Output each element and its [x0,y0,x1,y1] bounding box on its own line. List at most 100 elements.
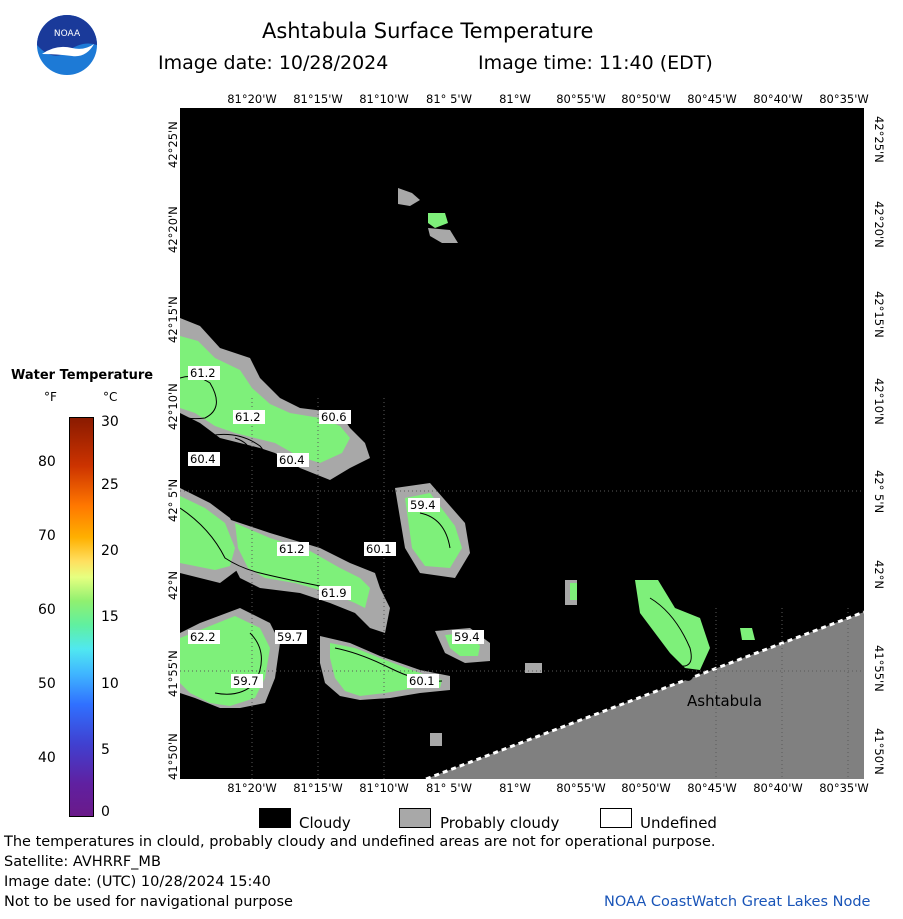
lon-label-top: 80°45'W [687,92,737,106]
undefined-label: Undefined [640,814,717,832]
tick-f: 60 [38,602,56,618]
tick-c: 20 [101,543,119,559]
lat-label-right: 41°50'N [872,728,886,775]
svg-text:62.2: 62.2 [190,630,216,644]
temp-label: 59.7 [275,630,307,644]
lat-label-left: 42°20'N [166,206,180,253]
lon-label-top: 81°W [499,92,531,106]
tick-f: 80 [38,454,56,470]
temp-label: 60.4 [277,453,309,467]
lon-label-top: 81°20'W [227,92,277,106]
temperature-map: 61.2 61.2 60.6 60.4 60.4 59.4 61.2 60.1 … [180,108,864,779]
lon-label-bottom: 81°20'W [227,781,277,795]
lat-label-right: 42°20'N [872,201,886,248]
tick-f: 50 [38,676,56,692]
svg-text:60.1: 60.1 [366,542,392,556]
legend-unit-c: °C [103,390,118,404]
tick-f: 70 [38,528,56,544]
temp-label: 60.1 [407,674,439,688]
image-date: Image date: 10/28/2024 [158,52,389,74]
temp-label: 59.4 [408,498,440,512]
lat-label-left: 42°25'N [166,121,180,168]
tick-f: 40 [38,750,56,766]
lat-label-left: 41°50'N [166,733,180,780]
legend-unit-f: °F [44,390,57,404]
svg-text:59.7: 59.7 [277,630,303,644]
temp-label: 59.7 [231,674,263,688]
ashtabula-label: Ashtabula [687,692,762,710]
lon-label-top: 81°15'W [293,92,343,106]
footer-credit: NOAA CoastWatch Great Lakes Node [604,894,871,910]
lon-label-top: 80°55'W [556,92,606,106]
lon-label-top: 81° 5'W [426,92,472,106]
image-time: Image time: 11:40 (EDT) [478,52,713,74]
footer-disclaimer: The temperatures in clould, probably clo… [4,834,716,850]
lon-label-top: 80°50'W [621,92,671,106]
cloudy-label: Cloudy [299,814,351,832]
lon-label-bottom: 81°15'W [293,781,343,795]
lat-label-right: 42° 5'N [872,470,886,514]
lat-label-right: 42°N [872,560,886,589]
shoreline [425,610,864,779]
lat-label-right: 42°15'N [872,291,886,338]
svg-text:61.9: 61.9 [321,586,347,600]
temp-label: 60.6 [319,410,351,424]
color-bar [69,417,94,817]
temp-label: 60.4 [188,452,220,466]
lon-label-top: 81°10'W [359,92,409,106]
lat-label-right: 42°10'N [872,378,886,425]
tick-c: 15 [101,609,119,625]
temp-label: 60.1 [364,542,396,556]
tick-c: 5 [101,742,110,758]
lon-label-bottom: 81°10'W [359,781,409,795]
temp-label: 59.4 [452,630,484,644]
probably-cloudy-label: Probably cloudy [440,814,560,832]
lon-label-bottom: 80°35'W [819,781,869,795]
noaa-logo: NOAA [36,14,98,76]
lon-label-bottom: 80°55'W [556,781,606,795]
tick-c: 0 [101,804,110,820]
svg-text:61.2: 61.2 [235,410,261,424]
lon-label-bottom: 80°40'W [753,781,803,795]
temperature-labels: 61.2 61.2 60.6 60.4 60.4 59.4 61.2 60.1 … [188,366,484,688]
ashtabula-marker [683,671,693,681]
lat-label-right: 41°55'N [872,645,886,692]
temp-label: 62.2 [188,630,220,644]
legend-title: Water Temperature [11,368,154,383]
svg-text:59.4: 59.4 [454,630,480,644]
svg-text:60.1: 60.1 [409,674,435,688]
lat-label-right: 42°25'N [872,116,886,163]
svg-text:59.7: 59.7 [233,674,259,688]
svg-text:60.4: 60.4 [190,452,216,466]
temp-label: 61.9 [319,586,351,600]
svg-text:60.4: 60.4 [279,453,305,467]
undefined-swatch [600,808,632,828]
svg-text:60.6: 60.6 [321,410,347,424]
lat-label-left: 42°15'N [166,296,180,343]
tick-c: 30 [101,414,119,430]
page-title: Ashtabula Surface Temperature [262,19,594,43]
temp-label: 61.2 [277,542,309,556]
lon-label-bottom: 81°W [499,781,531,795]
temp-label: 61.2 [233,410,265,424]
cloudy-swatch [259,808,291,828]
footer-navigation-warning: Not to be used for navigational purpose [4,894,293,910]
lat-label-left: 42°10'N [166,383,180,430]
temp-label: 61.2 [188,366,220,380]
lon-label-top: 80°40'W [753,92,803,106]
tick-c: 25 [101,477,119,493]
svg-text:61.2: 61.2 [279,542,305,556]
svg-text:59.4: 59.4 [410,498,436,512]
footer-satellite: Satellite: AVHRRF_MB [4,854,161,870]
svg-text:61.2: 61.2 [190,366,216,380]
grid-lines [180,398,864,779]
probably-cloudy-swatch [399,808,431,828]
tick-c: 10 [101,676,119,692]
lon-label-bottom: 80°45'W [687,781,737,795]
noaa-logo-text: NOAA [54,29,81,39]
lon-label-bottom: 80°50'W [621,781,671,795]
lat-label-left: 41°55'N [166,650,180,697]
lat-label-left: 42°N [166,571,180,600]
lon-label-bottom: 81° 5'W [426,781,472,795]
lat-label-left: 42° 5'N [166,478,180,522]
